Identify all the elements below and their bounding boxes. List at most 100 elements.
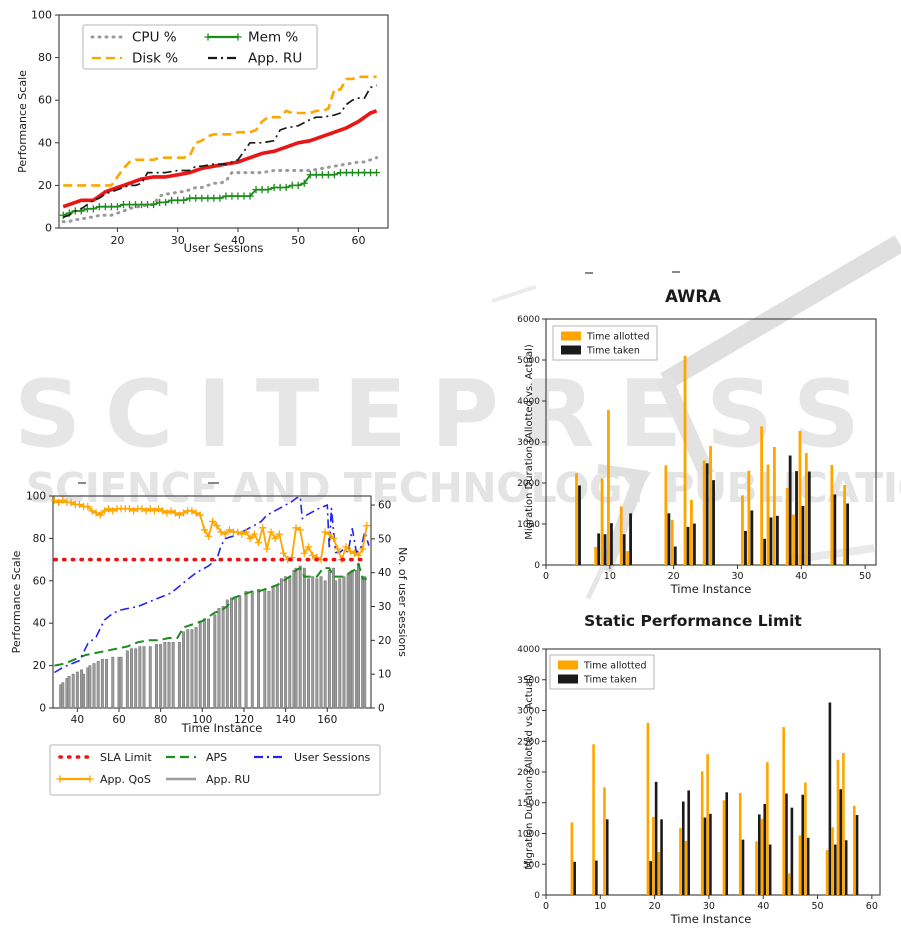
y2-tick-label: 0	[378, 703, 385, 715]
x-tick-label: 10	[594, 901, 606, 912]
app-ru-bar	[257, 589, 260, 709]
bar-time-allotted	[690, 499, 693, 565]
y-tick-label: 1000	[517, 520, 540, 530]
bar-time-allotted	[830, 464, 834, 565]
bar-time-taken	[839, 789, 843, 895]
bar-time-allotted	[722, 800, 726, 895]
bar-time-allotted	[652, 816, 655, 895]
app-ru-bar	[130, 648, 133, 709]
x-tick-label: 60	[866, 901, 878, 912]
app-ru-bar	[134, 648, 138, 709]
app-ru-bar	[138, 646, 142, 709]
bar-time-taken	[763, 803, 767, 895]
app-ru-bar	[75, 671, 79, 709]
bar-time-allotted	[741, 495, 744, 565]
app-ru-bar	[327, 569, 331, 709]
bar-time-allotted	[570, 822, 574, 895]
app-ru-bar	[71, 673, 75, 709]
y-tick-label: 40	[33, 618, 46, 630]
legend-swatch	[558, 660, 578, 670]
bar-time-taken	[687, 790, 691, 895]
bar-time-taken	[595, 860, 598, 895]
bar-time-allotted	[766, 464, 770, 565]
app-ru-bar	[202, 618, 206, 709]
bar-time-allotted	[836, 759, 840, 895]
x-tick-label: 30	[703, 901, 715, 912]
bar-time-allotted	[798, 835, 802, 895]
bar-time-taken	[603, 534, 607, 565]
app-ru-bar	[198, 620, 202, 709]
legend-swatch	[561, 331, 581, 341]
y-tick-label: 1500	[517, 799, 540, 809]
bar-time-taken	[750, 510, 754, 565]
bar-time-allotted	[575, 473, 578, 565]
bar-time-allotted	[785, 487, 789, 565]
y-tick-label: 4000	[517, 645, 540, 655]
y-tick-label: 0	[45, 222, 52, 235]
bar-time-taken	[741, 839, 745, 895]
legend-swatch-markers	[56, 775, 94, 783]
bar-time-taken	[807, 471, 811, 565]
app-ru-bar	[250, 591, 254, 709]
x-tick-label: 60	[112, 714, 125, 726]
y2-tick-label: 60	[378, 500, 391, 512]
y-tick-label: 1000	[517, 830, 540, 840]
chart-static-limit-migration-duration: 0 10 20 30 40 50 60 0 500 1000 1500 2000 2500 3000 350…	[517, 612, 881, 926]
bar-time-allotted	[670, 519, 674, 565]
x-tick-label: 40	[231, 234, 245, 247]
legend-label: User Sessions	[294, 751, 371, 764]
plot-border	[58, 14, 389, 229]
app-ru-bar	[194, 627, 198, 709]
app-ru-bar	[221, 605, 225, 709]
plot-border	[52, 495, 372, 709]
app-ru-bar	[280, 578, 283, 709]
bar-time-allotted	[787, 873, 791, 895]
bar-time-taken	[768, 844, 772, 895]
app-ru-bar	[307, 578, 310, 709]
legend-label: CPU %	[132, 30, 177, 46]
scitepress-watermark-logo-text: SCITEPRESS	[14, 360, 884, 468]
y-tick-label: 60	[38, 94, 52, 107]
y2-tick-label: 20	[378, 635, 391, 647]
x-tick-label: 60	[351, 234, 365, 247]
x-tick-label: 80	[154, 714, 167, 726]
bar-time-taken	[610, 523, 613, 565]
x-tick-label: 100	[192, 714, 212, 726]
app-ru-bar	[96, 661, 100, 709]
x-tick-label: 50	[291, 234, 305, 247]
bar-time-allotted	[600, 478, 604, 565]
app-ru-bar	[275, 584, 279, 709]
app-ru-bar	[225, 599, 229, 709]
bar-time-allotted	[700, 771, 704, 895]
legend-box	[49, 744, 381, 796]
app-ru-bar	[323, 580, 327, 709]
series-Disk %	[63, 75, 377, 187]
y-tick-label: 4000	[517, 397, 540, 407]
bar-time-taken	[578, 485, 581, 565]
app-ru-bar	[207, 618, 211, 709]
app-ru-bar	[363, 576, 367, 709]
y-tick-label: 80	[38, 51, 52, 64]
bar-time-allotted	[852, 805, 856, 895]
bar-time-taken	[788, 455, 792, 565]
app-ru-bar	[155, 644, 158, 709]
bar-time-taken	[790, 807, 794, 895]
y-tick-label: 0	[39, 703, 46, 715]
legend-label: App. RU	[248, 51, 302, 67]
y-tick-label: 0	[534, 891, 540, 901]
bar-time-allotted	[646, 722, 650, 895]
x-tick-label: 30	[731, 571, 743, 582]
bar-time-allotted	[657, 851, 661, 895]
app-ru-bar	[338, 578, 342, 709]
app-ru-bar	[234, 597, 238, 709]
x-tick-label: 40	[71, 714, 84, 726]
app-ru-bar	[288, 576, 292, 709]
bar-time-allotted	[607, 410, 610, 565]
y-tick-label: 2000	[517, 479, 540, 489]
y-tick-label: 100	[31, 9, 52, 22]
series-Mem %	[62, 171, 377, 217]
bar-time-allotted	[603, 787, 606, 895]
y2-tick-label: 10	[378, 669, 391, 681]
app-ru-bar	[125, 650, 129, 709]
x-tick-label: 30	[171, 234, 185, 247]
